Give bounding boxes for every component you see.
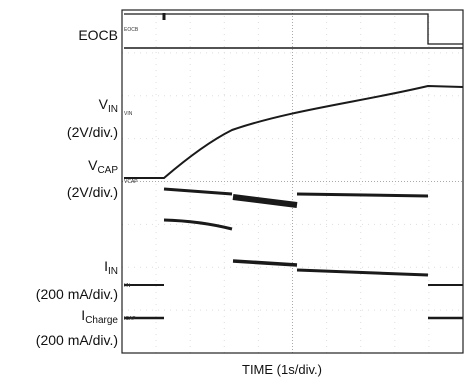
- iin-label-sub: IN: [108, 266, 118, 277]
- icharge-label-sub: Charge: [85, 315, 118, 326]
- channel-marker-4: ICAP: [124, 316, 136, 322]
- channel-marker-2: VCAP: [124, 179, 138, 185]
- iin-label: IIN: [30, 258, 118, 277]
- vin-label: VIN: [30, 96, 118, 115]
- traces: [124, 13, 464, 320]
- vcap-scale-label: (2V/div.): [66, 184, 118, 200]
- icharge-scale-label: (200 mA/div.): [35, 332, 118, 348]
- iin-label-main: I: [104, 258, 108, 274]
- iin-trace-segment-2: [232, 259, 298, 267]
- eocb-label: EOCB: [78, 27, 118, 43]
- vin-label-main: V: [98, 96, 108, 112]
- iin-trace-segment-3: [296, 268, 429, 277]
- iin-scale-label: (200 mA/div.): [35, 286, 118, 302]
- vin-trace-segment-3: [296, 192, 429, 198]
- vin-trace-segment-2: [232, 194, 298, 208]
- vin-scale-label: (2V/div.): [66, 124, 118, 140]
- channel-marker-3: IIN: [124, 283, 131, 289]
- channel-marker-1: VIN: [124, 111, 133, 117]
- channel-marker-0: EOCB: [124, 27, 139, 33]
- icharge-label-main: I: [81, 307, 86, 323]
- vin-trace-segment-1: [163, 187, 233, 196]
- vcap-label: VCAP: [30, 157, 118, 176]
- grid: [122, 10, 463, 353]
- vcap-trace: [124, 84, 464, 179]
- vcap-label-sub: CAP: [97, 165, 118, 176]
- icharge-label: ICharge: [10, 307, 118, 326]
- iin-trace-segment-1: [163, 218, 233, 231]
- vcap-label-main: V: [88, 157, 98, 173]
- x-axis-label: TIME (1s/div.): [242, 362, 322, 377]
- eocb-trace: [124, 13, 463, 45]
- channel-markers: EOCB VIN VCAP IIN ICAP: [124, 27, 139, 322]
- vin-label-sub: IN: [108, 104, 118, 115]
- plot-frame: [121, 9, 464, 354]
